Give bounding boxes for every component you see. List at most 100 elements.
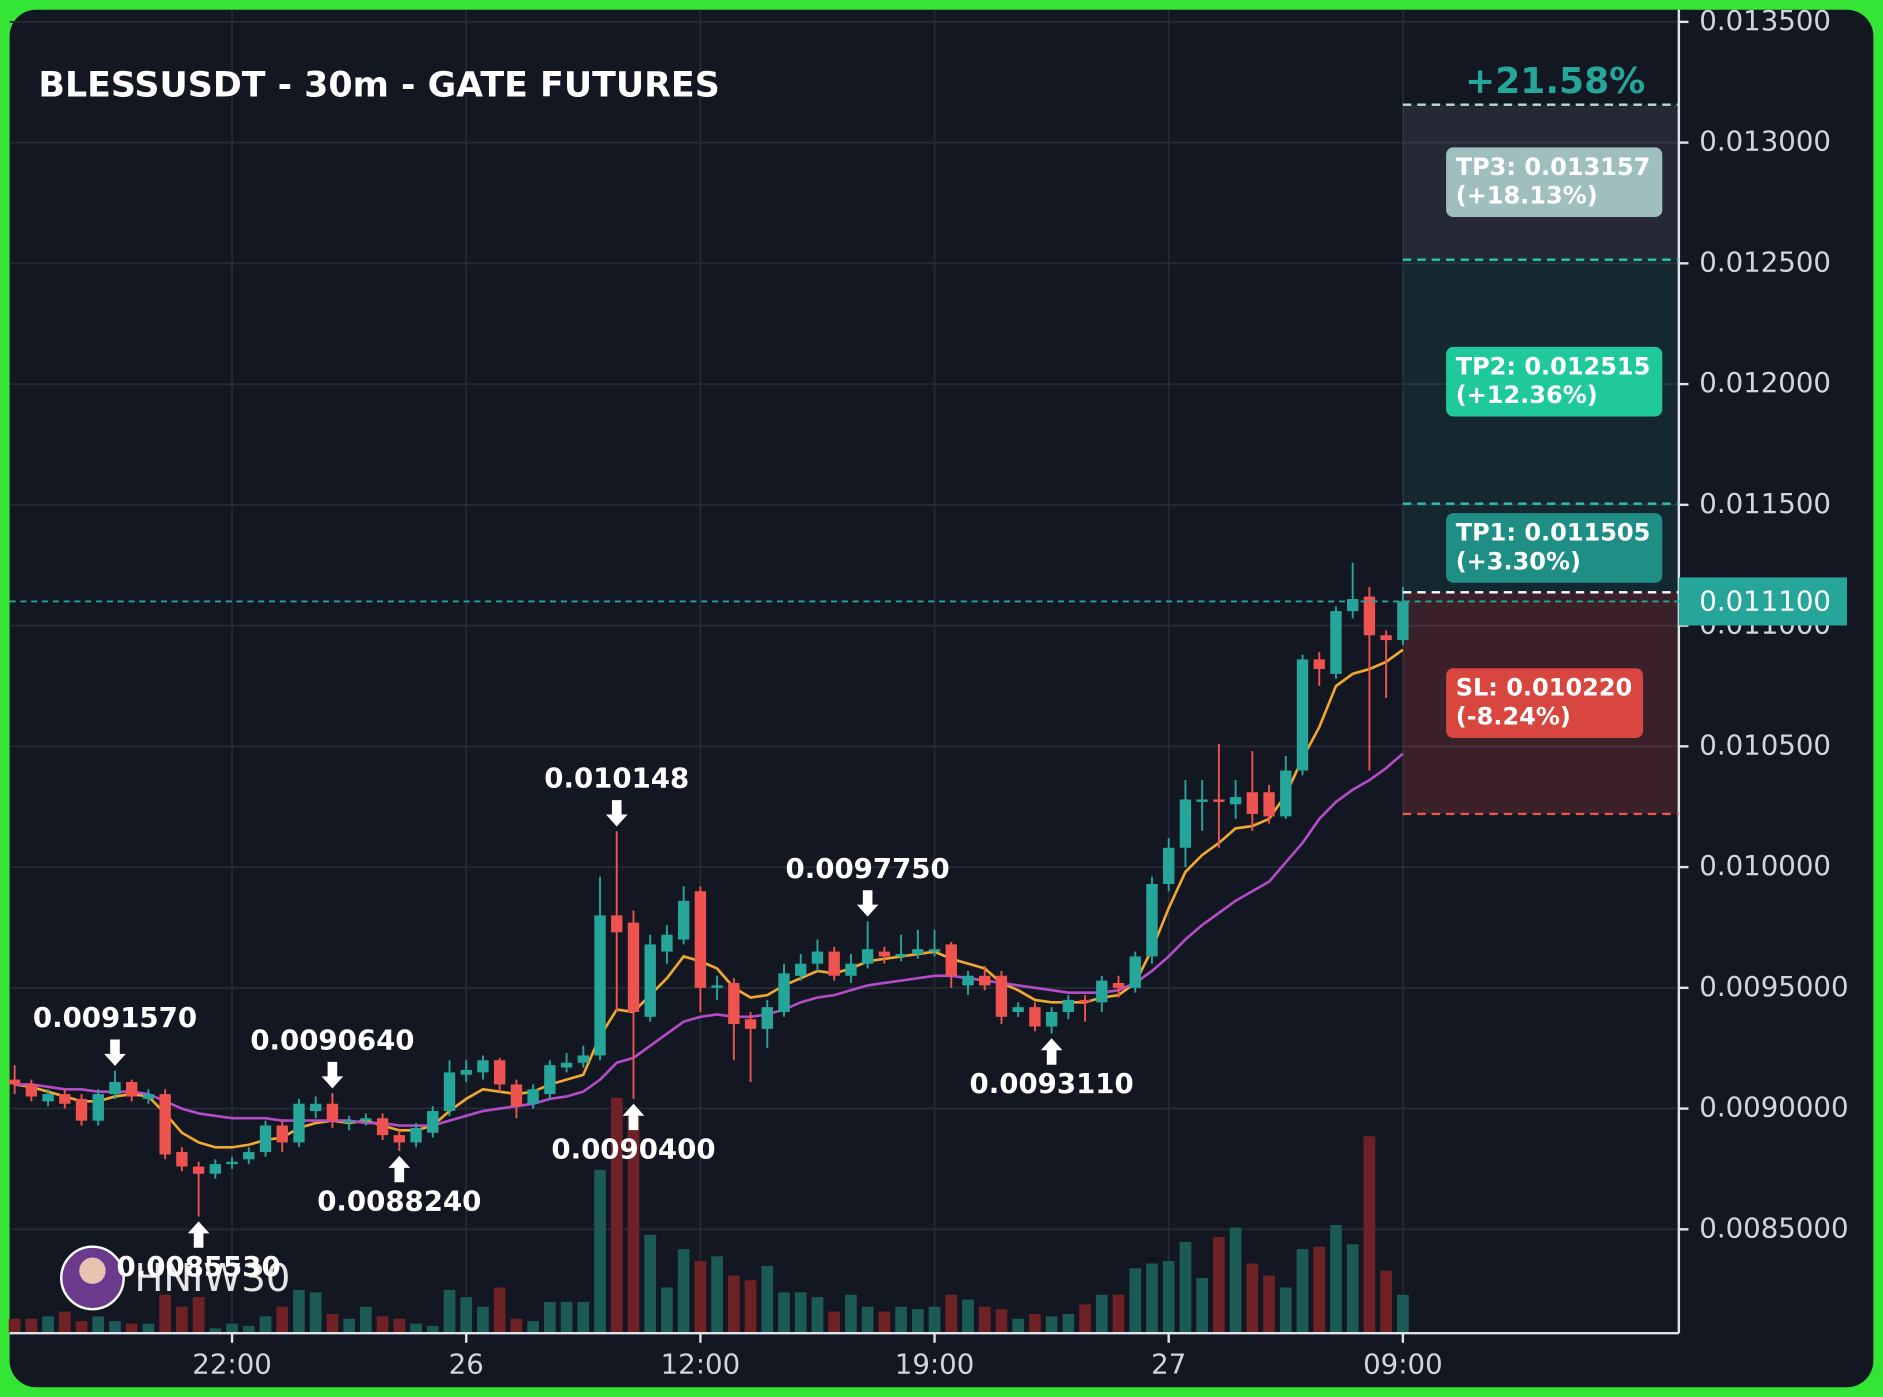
volume-bar <box>510 1318 523 1334</box>
volume-bar <box>109 1321 121 1334</box>
candle-body <box>1062 999 1075 1012</box>
candle-body <box>1280 770 1292 817</box>
candle-body <box>962 975 974 986</box>
volume-bar <box>1363 1136 1376 1334</box>
volume-bar <box>242 1325 255 1334</box>
level-label: SL: 0.010220 <box>1456 674 1633 702</box>
volume-bar <box>1179 1241 1192 1334</box>
candle-body <box>1263 792 1275 817</box>
annotation-arrow <box>104 1039 126 1066</box>
candle-body <box>694 891 707 988</box>
chart-title: BLESSUSDT - 30m - GATE FUTURES <box>38 66 719 106</box>
current-price-label: 0.011100 <box>1699 585 1831 618</box>
volume-bar <box>125 1323 138 1334</box>
volume-bar <box>627 1117 640 1334</box>
annotation-label: 0.0091570 <box>33 1001 197 1034</box>
annotation-label: 0.010148 <box>544 762 689 795</box>
volume-bar <box>293 1289 305 1334</box>
x-tick-label: 12:00 <box>661 1348 741 1381</box>
candle-body <box>1129 956 1141 988</box>
candle-body <box>811 951 824 964</box>
volume-bar <box>1146 1263 1158 1334</box>
annotation-arrow <box>1040 1038 1063 1065</box>
level-label: TP2: 0.012515 <box>1456 352 1651 380</box>
candle-body <box>410 1127 422 1143</box>
volume-bar <box>326 1313 339 1334</box>
volume-bar <box>159 1294 172 1334</box>
volume-bar <box>1045 1316 1058 1334</box>
volume-bar <box>694 1261 707 1334</box>
candle-body <box>427 1110 439 1133</box>
y-tick-label: 0.0095000 <box>1699 970 1848 1003</box>
volume-bar <box>1012 1318 1025 1334</box>
level-change: (+18.13%) <box>1456 182 1598 210</box>
candle-body <box>1196 799 1208 802</box>
candle-body <box>1179 799 1192 848</box>
candle-body <box>644 944 656 1017</box>
volume-bar <box>493 1287 506 1334</box>
candle-body <box>795 963 807 976</box>
volume-bar <box>309 1292 322 1334</box>
candle-body <box>1363 596 1376 636</box>
volume-bar <box>828 1311 841 1334</box>
candle-body <box>25 1084 38 1097</box>
volume-bar <box>995 1309 1008 1334</box>
candle-body <box>878 951 891 957</box>
level-label: TP3: 0.013157 <box>1456 153 1651 181</box>
volume-bar <box>75 1321 88 1334</box>
moving-average <box>14 752 1404 1127</box>
candle-body <box>393 1135 406 1143</box>
volume-bar <box>1380 1270 1392 1334</box>
volume-bar <box>711 1256 723 1334</box>
volume-bar <box>610 1097 623 1334</box>
candle-body <box>243 1152 255 1160</box>
candle-body <box>1330 611 1342 674</box>
volume-bar <box>761 1265 774 1334</box>
candle-body <box>159 1094 171 1155</box>
volume-bar <box>594 1169 606 1334</box>
volume-bar <box>460 1297 473 1334</box>
level-label: TP1: 0.011505 <box>1456 519 1651 547</box>
volume-bar <box>443 1289 456 1334</box>
candle-body <box>661 934 673 952</box>
volume-bar <box>192 1297 205 1334</box>
candle-body <box>677 900 690 940</box>
volume-bar <box>1129 1268 1142 1334</box>
volume-bar <box>1313 1246 1326 1334</box>
annotation-label: 0.0097750 <box>786 852 950 885</box>
current-price-box <box>1678 577 1847 626</box>
volume-bar <box>25 1318 38 1334</box>
candle-body <box>259 1125 272 1153</box>
volume-bar <box>176 1306 188 1334</box>
volume-bar <box>1229 1227 1242 1334</box>
candle-body <box>1112 983 1125 988</box>
candle-body <box>979 975 991 986</box>
x-tick-label: 09:00 <box>1363 1348 1443 1381</box>
candle-body <box>711 985 723 988</box>
level-label-box <box>1446 513 1663 583</box>
candle-body <box>995 975 1008 1017</box>
candle-body <box>126 1082 138 1097</box>
candle-body <box>861 949 874 964</box>
volume-bar <box>661 1287 673 1334</box>
candle-body <box>1079 999 1091 1003</box>
annotation-arrow <box>856 890 879 917</box>
volume-bar <box>477 1306 489 1334</box>
candle-body <box>310 1103 322 1111</box>
volume-bar <box>259 1316 272 1334</box>
candle-body <box>1246 792 1259 814</box>
candle-body <box>109 1082 121 1095</box>
level-label-box <box>1446 668 1644 738</box>
x-tick-label: 26 <box>449 1348 484 1381</box>
candle-body <box>845 963 857 976</box>
annotation-label: 0.0085530 <box>117 1250 281 1283</box>
candle-body <box>92 1094 104 1121</box>
y-tick-label: 0.0085000 <box>1699 1211 1848 1244</box>
annotation-arrow <box>321 1061 344 1089</box>
candle-body <box>1229 797 1242 805</box>
volume-bar <box>276 1306 289 1334</box>
volume-bar <box>343 1318 355 1334</box>
annotation-label: 0.0090640 <box>250 1023 414 1056</box>
volume-bar <box>895 1306 907 1334</box>
candle-body <box>142 1094 155 1099</box>
